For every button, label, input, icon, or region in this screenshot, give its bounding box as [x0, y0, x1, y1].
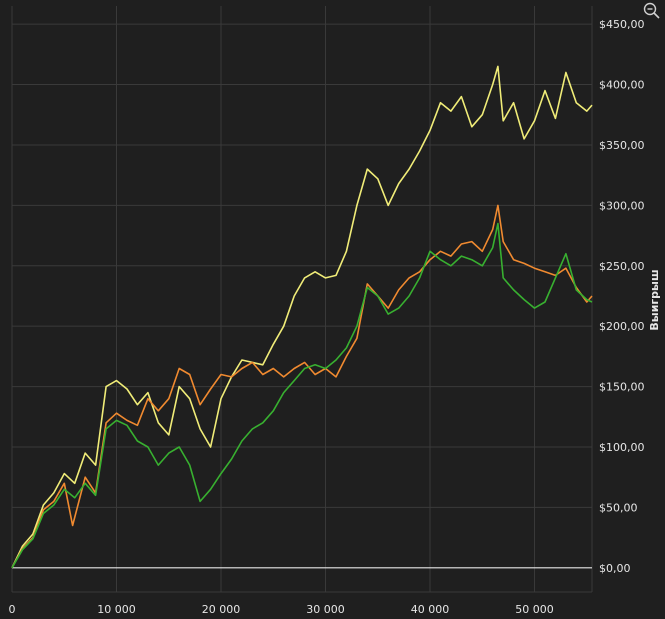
series-line-1 — [11, 65, 593, 569]
x-axis: 0 10 000 20 000 30 000 40 000 50 000 — [9, 603, 554, 616]
y-axis: $0,00 $50,00 $100,00 $150,00 $200,00 $250,00 $… — [599, 18, 645, 575]
x-tick-label: 20 000 — [202, 603, 241, 616]
y-tick-label: $0,00 — [599, 562, 631, 575]
y-tick-label: $450,00 — [599, 18, 645, 31]
y-tick-label: $350,00 — [599, 139, 645, 152]
y-tick-label: $300,00 — [599, 199, 645, 212]
y-tick-label: $400,00 — [599, 79, 645, 92]
series-layer — [11, 65, 593, 569]
x-tick-label: 40 000 — [411, 603, 450, 616]
y-axis-label: Выигрыш — [648, 269, 661, 330]
y-tick-label: $250,00 — [599, 260, 645, 273]
y-tick-label: $200,00 — [599, 320, 645, 333]
x-tick-label: 10 000 — [97, 603, 136, 616]
y-tick-label: $150,00 — [599, 381, 645, 394]
x-tick-label: 0 — [9, 603, 16, 616]
y-tick-label: $50,00 — [599, 501, 638, 514]
x-tick-label: 30 000 — [306, 603, 345, 616]
grid — [11, 6, 593, 593]
series-line-3 — [11, 222, 593, 569]
magnifier-icon — [643, 2, 660, 19]
series-line-2 — [11, 204, 593, 569]
zoom-out-icon[interactable] — [642, 1, 662, 21]
y-tick-label: $100,00 — [599, 441, 645, 454]
x-tick-label: 50 000 — [515, 603, 554, 616]
